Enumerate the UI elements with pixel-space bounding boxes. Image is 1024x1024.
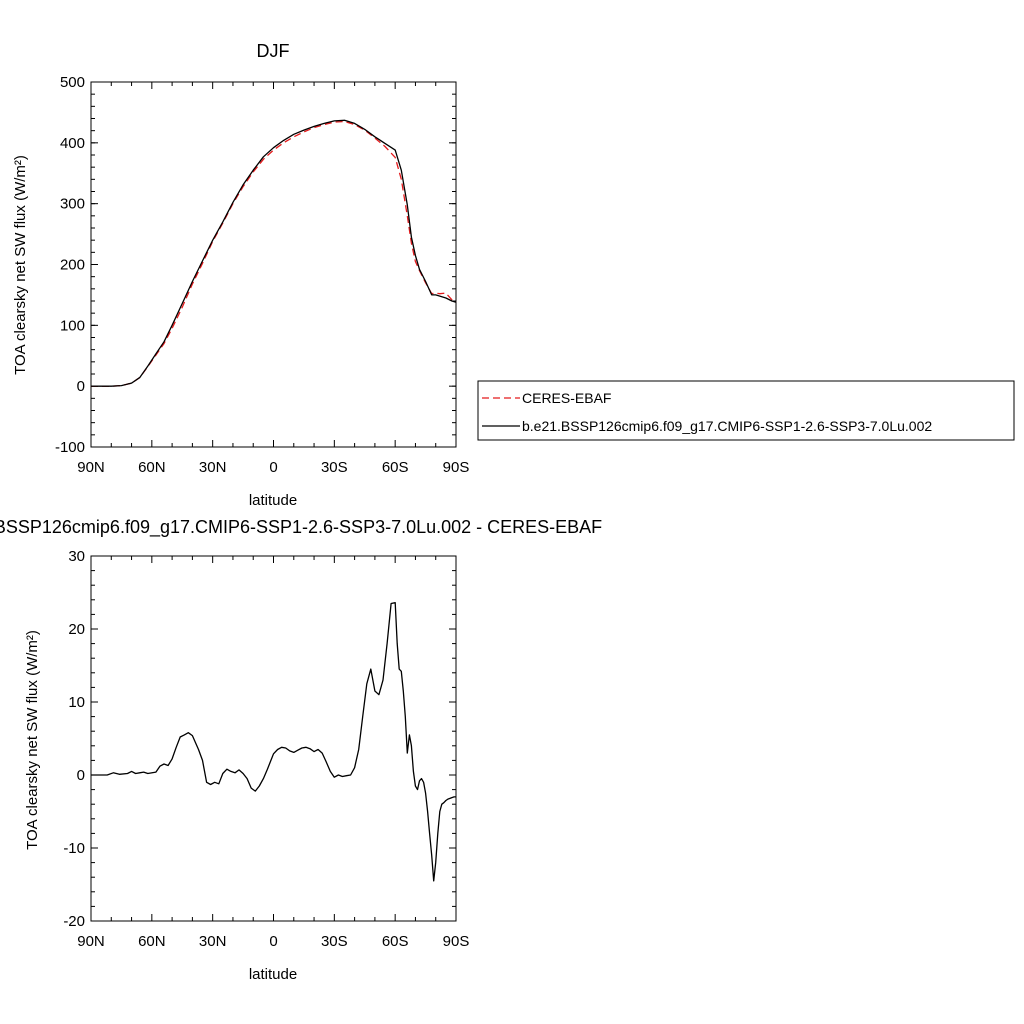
bottom-y-tick-label: -10 [63,840,85,857]
bottom-y-axis-label: TOA clearsky net SW flux (W/m²) [24,630,41,850]
top-x-tick-label: 0 [269,459,277,476]
top-x-tick-label: 30S [321,459,348,476]
top-x-tick-label: 90N [77,459,105,476]
bottom-y-tick-label: 0 [77,767,85,784]
top-y-tick-label: 0 [77,378,85,395]
top-x-tick-label: 60N [138,459,166,476]
legend-label-model: b.e21.BSSP126cmip6.f09_g17.CMIP6-SSP1-2.… [522,418,932,434]
bottom-x-tick-label: 60N [138,933,166,950]
top-x-tick-label: 30N [199,459,227,476]
top-y-axis-label: TOA clearsky net SW flux (W/m²) [12,155,29,375]
bottom-y-tick-label: 20 [68,621,85,638]
bottom-x-tick-label: 30S [321,933,348,950]
bottom-x-tick-label: 0 [269,933,277,950]
bottom-y-tick-label: 10 [68,694,85,711]
bottom-x-axis-label: latitude [249,966,297,983]
top-series-line-b [91,119,457,387]
top-x-tick-label: 90S [443,459,470,476]
bottom-series-line-difference [91,602,456,882]
top-y-tick-label: 400 [60,135,85,152]
top-x-axis-label: latitude [249,492,297,509]
top-y-tick-label: 500 [60,74,85,91]
bottom-panel-title: b.e21.BSSP126cmip6.f09_g17.CMIP6-SSP1-2.… [0,517,602,538]
top-y-tick-label: -100 [55,439,85,456]
bottom-x-tick-label: 30N [199,933,227,950]
top-x-tick-label: 60S [382,459,409,476]
bottom-x-tick-label: 60S [382,933,409,950]
top-panel-title: DJF [257,41,290,61]
bottom-x-tick-label: 90N [77,933,105,950]
legend-label-ceres: CERES-EBAF [522,390,611,406]
legend: CERES-EBAF b.e21.BSSP126cmip6.f09_g17.CM… [477,380,1015,441]
legend-box [477,380,1015,441]
top-y-tick-label: 300 [60,196,85,213]
bottom-panel: b.e21.BSSP126cmip6.f09_g17.CMIP6-SSP1-2.… [0,517,602,983]
bottom-y-tick-label: -20 [63,913,85,930]
bottom-y-tick-label: 30 [68,548,85,565]
top-panel: DJF 90N 60N 30N 0 30S 60S 90S -100 0 100 200 300 400… [12,41,469,509]
top-series-line-ceres-ebaf [91,120,457,387]
bottom-x-tick-label: 90S [443,933,470,950]
top-y-tick-label: 100 [60,317,85,334]
top-y-tick-label: 200 [60,257,85,274]
bottom-plot-frame [90,555,457,922]
top-plot-frame [90,81,457,448]
